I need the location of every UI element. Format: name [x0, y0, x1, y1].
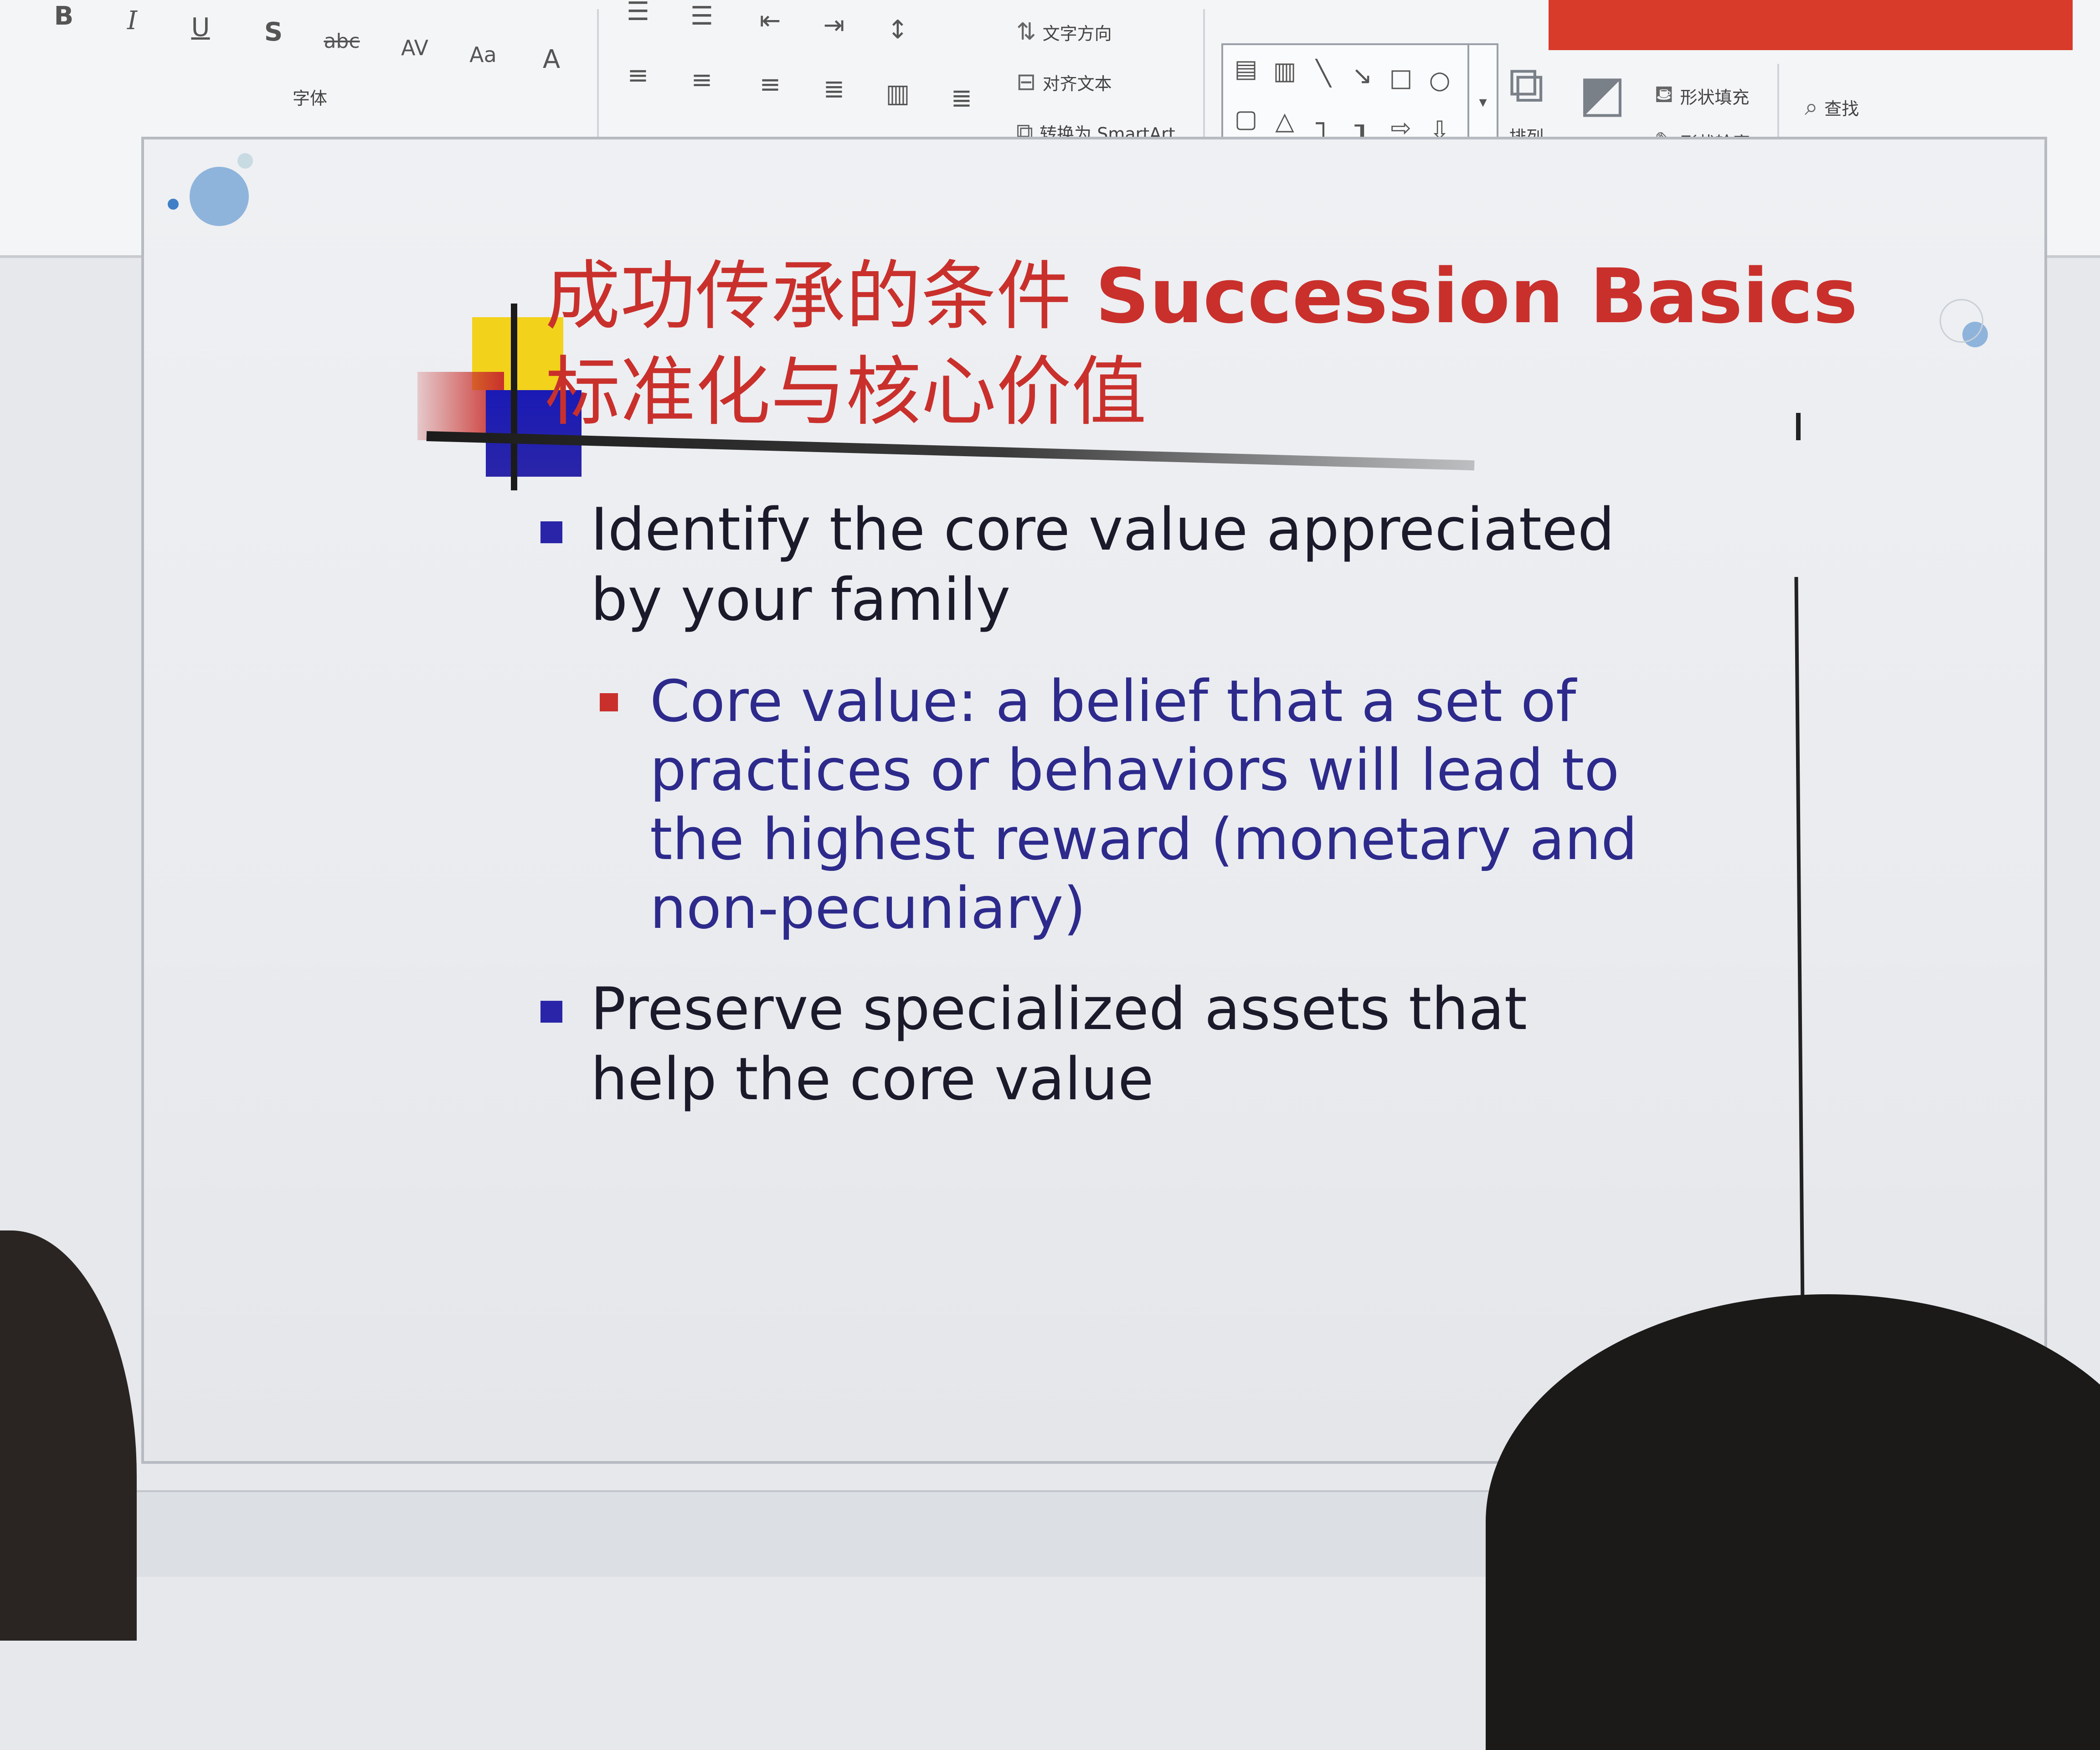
text-direction-label: 文字方向 — [1042, 23, 1112, 44]
shape-fill-button[interactable]: ⛾ 形状填充 — [1654, 77, 1750, 114]
increase-indent-button[interactable]: ⇥ — [816, 5, 852, 46]
find-label: 查找 — [1824, 98, 1859, 119]
bullet-item: Identify the core value appreciated by y… — [540, 495, 1657, 635]
paragraph-settings-button[interactable]: ≣ — [943, 77, 980, 118]
underline-button[interactable]: U — [191, 12, 210, 42]
bullets-icon: ☰ — [626, 0, 650, 26]
decorative-dot-icon — [237, 153, 253, 169]
slide-title-english: Succession Basics — [1095, 252, 1858, 340]
sub-bullet-item: Core value: a belief that a set of pract… — [600, 667, 1657, 942]
align-center-button[interactable]: ≡ — [684, 59, 720, 100]
columns-icon: ▥ — [885, 78, 910, 108]
arrow-line-icon[interactable]: ↘ — [1352, 61, 1373, 90]
find-button[interactable]: ⌕ 查找 — [1805, 89, 1859, 125]
justify-icon: ≣ — [823, 74, 845, 104]
arrange-button[interactable]: ⧉ 排列 — [1508, 59, 1544, 148]
elbow-connector-icon[interactable]: ┐ — [1316, 109, 1331, 138]
font-group-label: 字体 — [292, 88, 327, 108]
change-case-button[interactable]: Aa — [469, 42, 497, 67]
title-bar-accent — [1549, 0, 2073, 50]
align-left-button[interactable]: ≡ — [620, 55, 656, 96]
quick-styles-icon: ◩ — [1579, 64, 1626, 123]
line-spacing-icon: ↕ — [887, 15, 909, 45]
italic-button[interactable]: I — [127, 5, 138, 36]
elbow-arrow-connector-icon[interactable]: ┒ — [1354, 111, 1370, 140]
align-text-label: 对齐文本 — [1042, 73, 1112, 94]
triangle-icon[interactable]: △ — [1275, 107, 1294, 135]
bullet-item: Preserve specialized assets that help th… — [540, 974, 1657, 1114]
align-text-icon: ⊟ — [1016, 68, 1036, 96]
paint-bucket-icon: ⛾ — [1654, 80, 1674, 108]
shape-fill-label: 形状填充 — [1680, 87, 1750, 108]
slide-title-chinese: 成功传承的条件 — [545, 252, 1096, 340]
binoculars-icon: ⌕ — [1805, 93, 1818, 121]
decorative-circle-icon — [190, 167, 249, 226]
rounded-rectangle-icon[interactable]: ▢ — [1234, 104, 1258, 133]
font-group: B I U S abc AV Aa A 字体 — [27, 0, 592, 246]
text-cursor-icon — [1796, 413, 1801, 440]
increase-indent-icon: ⇥ — [823, 10, 845, 40]
bold-button[interactable]: B — [54, 1, 74, 31]
decrease-indent-icon: ⇤ — [759, 5, 781, 36]
shape-gallery-more-button[interactable]: ▾ — [1467, 45, 1497, 159]
slide-body[interactable]: Identify the core value appreciated by y… — [540, 495, 1657, 1146]
chevron-down-icon: ▾ — [1479, 93, 1487, 111]
align-center-icon: ≡ — [691, 65, 713, 95]
group-separator — [597, 9, 599, 223]
justify-button[interactable]: ≣ — [816, 68, 852, 109]
decrease-indent-button[interactable]: ⇤ — [752, 0, 788, 41]
align-right-button[interactable]: ≡ — [752, 64, 788, 105]
align-left-icon: ≡ — [627, 60, 649, 90]
text-box-icon[interactable]: ▤ — [1234, 54, 1258, 83]
bullets-button[interactable]: ☰ — [620, 0, 656, 32]
group-separator — [1203, 9, 1205, 223]
title-logo-block — [417, 304, 582, 490]
text-direction-button[interactable]: ⇅ 文字方向 — [1016, 14, 1112, 50]
strikethrough-button[interactable]: abc — [324, 29, 360, 53]
text-direction-icon: ⇅ — [1016, 18, 1036, 46]
arrange-icon: ⧉ — [1508, 55, 1544, 113]
oval-icon[interactable]: ○ — [1429, 66, 1451, 94]
numbering-icon: ☰ — [690, 1, 714, 31]
align-text-button[interactable]: ⊟ 对齐文本 — [1016, 64, 1112, 100]
slide-canvas[interactable]: 成功传承的条件 Succession Basics 标准化与核心价值 Ident… — [141, 137, 2047, 1466]
decorative-dot-icon — [168, 199, 179, 210]
line-icon[interactable]: ╲ — [1316, 59, 1331, 88]
paragraph-settings-icon: ≣ — [951, 83, 973, 113]
columns-button[interactable]: ▥ — [880, 73, 916, 114]
slide-title-line-2[interactable]: 标准化与核心价值 — [545, 348, 1147, 436]
slide-title-line-1[interactable]: 成功传承的条件 Succession Basics — [545, 235, 1858, 344]
audience-shoulder — [0, 1230, 137, 1641]
font-color-button[interactable]: A — [542, 44, 561, 74]
vertical-text-box-icon[interactable]: ▥ — [1273, 57, 1297, 85]
rectangle-icon[interactable]: □ — [1389, 63, 1413, 92]
align-right-icon: ≡ — [759, 69, 781, 99]
text-shadow-button[interactable]: S — [264, 17, 283, 47]
character-spacing-button[interactable]: AV — [401, 36, 428, 60]
logo-vertical-line — [511, 304, 517, 490]
decorative-circle-icon — [1940, 299, 1983, 343]
numbering-button[interactable]: ☰ — [684, 0, 720, 36]
line-spacing-button[interactable]: ↕ — [880, 9, 916, 50]
